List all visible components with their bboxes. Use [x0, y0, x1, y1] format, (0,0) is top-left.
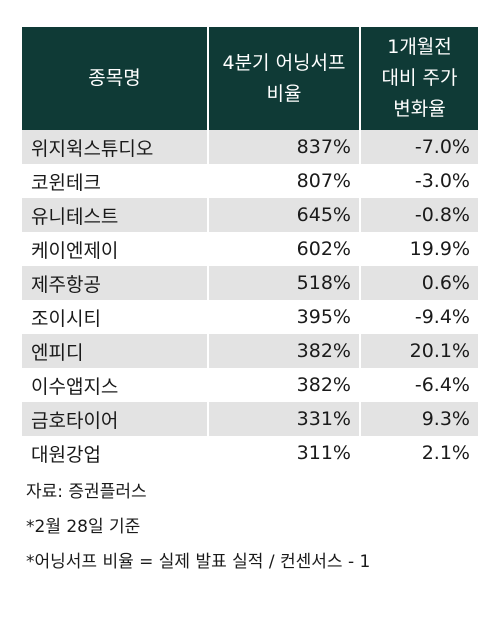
header-surprise-ratio-line-1: 4분기 어닝서프	[222, 51, 346, 74]
table-header: 종목명 4분기 어닝서프 비율 1개월전 대비 주가 변화율	[22, 27, 478, 130]
price-change-cell: 2.1%	[421, 442, 470, 464]
surprise-ratio-cell: 645%	[208, 198, 361, 232]
stock-name-cell: 위지윅스튜디오	[22, 130, 209, 164]
price-change-cell: -3.0%	[414, 170, 470, 192]
surprise-ratio-cell: 311%	[208, 436, 361, 470]
header-surprise-ratio: 4분기 어닝서프 비율	[208, 27, 361, 130]
price-change-cell: 0.6%	[360, 266, 478, 300]
table-row: 위지윅스튜디오 837% -7.0%	[22, 130, 478, 164]
stock-name-cell: 제주항공	[22, 266, 209, 300]
table-row: 조이시티 395% -9.4%	[22, 300, 478, 334]
surprise-ratio-cell: 331%	[208, 402, 361, 436]
table-body: 위지윅스튜디오 837% -7.0% 코윈테크 807% -3.0% 유니테스트…	[22, 130, 478, 470]
surprise-ratio-cell: 518%	[208, 266, 361, 300]
surprise-ratio-cell: 602%	[208, 232, 361, 266]
footnotes: 자료: 증권플러스 *2월 28일 기준 *어닝서프 비율 = 실제 발표 실적…	[22, 475, 478, 580]
stock-name-cell: 조이시티	[22, 300, 209, 334]
stock-name-cell: 대원강업	[22, 436, 209, 470]
source-note: 자료: 증권플러스	[26, 482, 147, 502]
table-row: 엔피디 382% 20.1%	[22, 334, 478, 368]
table-row: 금호타이어 331% 9.3%	[22, 402, 478, 436]
header-stock-name-line: 종목명	[88, 67, 141, 89]
price-change-cell: -7.0%	[360, 130, 478, 164]
header-price-change-line-1: 1개월전	[387, 36, 452, 58]
stock-name-cell: 유니테스트	[22, 198, 209, 232]
table-row: 케이엔제이 602% 19.9%	[22, 232, 478, 266]
stock-name-cell: 금호타이어	[22, 402, 209, 436]
earnings-surprise-table: 종목명 4분기 어닝서프 비율 1개월전 대비 주가 변화율 위지윅스튜디오 8…	[22, 27, 478, 470]
price-change-cell: -6.4%	[414, 374, 470, 396]
definition-note: *어닝서프 비율 = 실제 발표 실적 / 컨센서스 - 1	[26, 552, 371, 572]
stock-name-cell: 이수앱지스	[22, 368, 209, 402]
table-row: 코윈테크 807% -3.0%	[22, 164, 478, 198]
header-stock-name: 종목명	[22, 27, 209, 130]
stock-name-cell: 케이엔제이	[22, 232, 209, 266]
header-surprise-ratio-line-2: 비율	[266, 82, 302, 105]
surprise-ratio-cell: 837%	[208, 130, 361, 164]
price-change-cell: 20.1%	[360, 334, 478, 368]
table-row: 유니테스트 645% -0.8%	[22, 198, 478, 232]
table-row: 제주항공 518% 0.6%	[22, 266, 478, 300]
stock-name-cell: 엔피디	[22, 334, 209, 368]
price-change-cell: 19.9%	[409, 238, 470, 260]
header-price-change: 1개월전 대비 주가 변화율	[360, 27, 478, 130]
header-price-change-line-3: 변화율	[393, 98, 446, 120]
surprise-ratio-cell: 382%	[208, 368, 361, 402]
surprise-ratio-cell: 807%	[208, 164, 361, 198]
stock-name-cell: 코윈테크	[22, 164, 209, 198]
surprise-ratio-cell: 395%	[208, 300, 361, 334]
date-note: *2월 28일 기준	[26, 517, 141, 537]
header-row: 종목명 4분기 어닝서프 비율 1개월전 대비 주가 변화율	[22, 27, 478, 130]
price-change-cell: -0.8%	[360, 198, 478, 232]
price-change-cell: -9.4%	[414, 306, 470, 328]
price-change-cell: 9.3%	[360, 402, 478, 436]
table-row: 이수앱지스 382% -6.4%	[22, 368, 478, 402]
table-row: 대원강업 311% 2.1%	[22, 436, 478, 470]
surprise-ratio-cell: 382%	[208, 334, 361, 368]
stock-table-container: 종목명 4분기 어닝서프 비율 1개월전 대비 주가 변화율 위지윅스튜디오 8…	[22, 27, 478, 580]
header-price-change-line-2: 대비 주가	[381, 67, 458, 89]
